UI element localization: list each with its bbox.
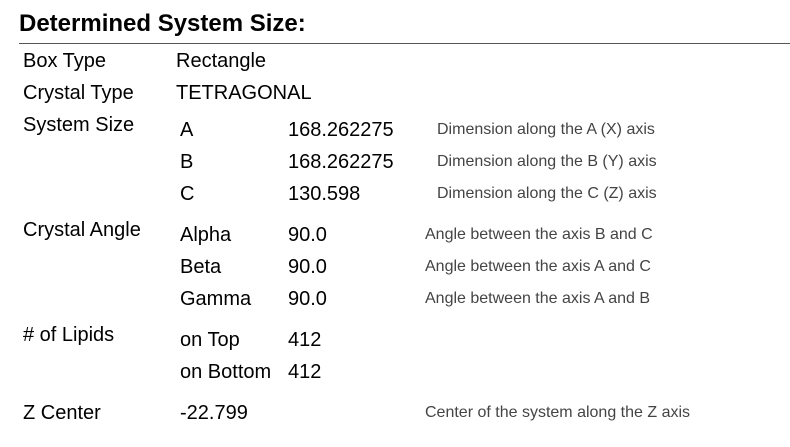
system-size-label: System Size	[23, 114, 135, 136]
title-divider	[19, 43, 790, 44]
crystal-angle-alpha-value: 90.0	[288, 224, 327, 246]
page-title: Determined System Size:	[19, 10, 306, 37]
z-center-description: Center of the system along the Z axis	[425, 404, 691, 421]
z-center-label: Z Center	[23, 402, 101, 424]
crystal-angle-label: Crystal Angle	[23, 219, 141, 241]
system-size-b-description: Dimension along the B (Y) axis	[437, 153, 657, 170]
box-type-label: Box Type	[23, 50, 107, 72]
system-size-c-name: C	[180, 183, 195, 205]
system-size-c-description: Dimension along the C (Z) axis	[437, 185, 657, 202]
crystal-angle-gamma-name: Gamma	[180, 288, 252, 310]
box-type-value: Rectangle	[176, 50, 267, 72]
z-center-value: -22.799	[180, 402, 248, 424]
lipids-bottom-value: 412	[288, 361, 322, 383]
crystal-angle-gamma-value: 90.0	[288, 288, 327, 310]
system-size-b-value: 168.262275	[288, 151, 394, 173]
system-size-a-name: A	[180, 119, 194, 141]
system-size-a-description: Dimension along the A (X) axis	[437, 121, 655, 138]
crystal-type-label: Crystal Type	[23, 82, 134, 104]
crystal-angle-alpha-name: Alpha	[180, 224, 232, 246]
lipids-label: # of Lipids	[23, 324, 115, 346]
system-size-a-value: 168.262275	[288, 119, 394, 141]
system-size-b-name: B	[180, 151, 194, 173]
crystal-angle-beta-description: Angle between the axis A and C	[425, 258, 651, 275]
crystal-angle-alpha-description: Angle between the axis B and C	[425, 226, 653, 243]
lipids-top-name: on Top	[180, 329, 240, 351]
system-size-c-value: 130.598	[288, 183, 361, 205]
crystal-type-value: TETRAGONAL	[176, 82, 312, 104]
lipids-top-value: 412	[288, 329, 322, 351]
crystal-angle-beta-value: 90.0	[288, 256, 327, 278]
crystal-angle-beta-name: Beta	[180, 256, 222, 278]
lipids-bottom-name: on Bottom	[180, 361, 272, 383]
crystal-angle-gamma-description: Angle between the axis A and B	[425, 290, 651, 307]
